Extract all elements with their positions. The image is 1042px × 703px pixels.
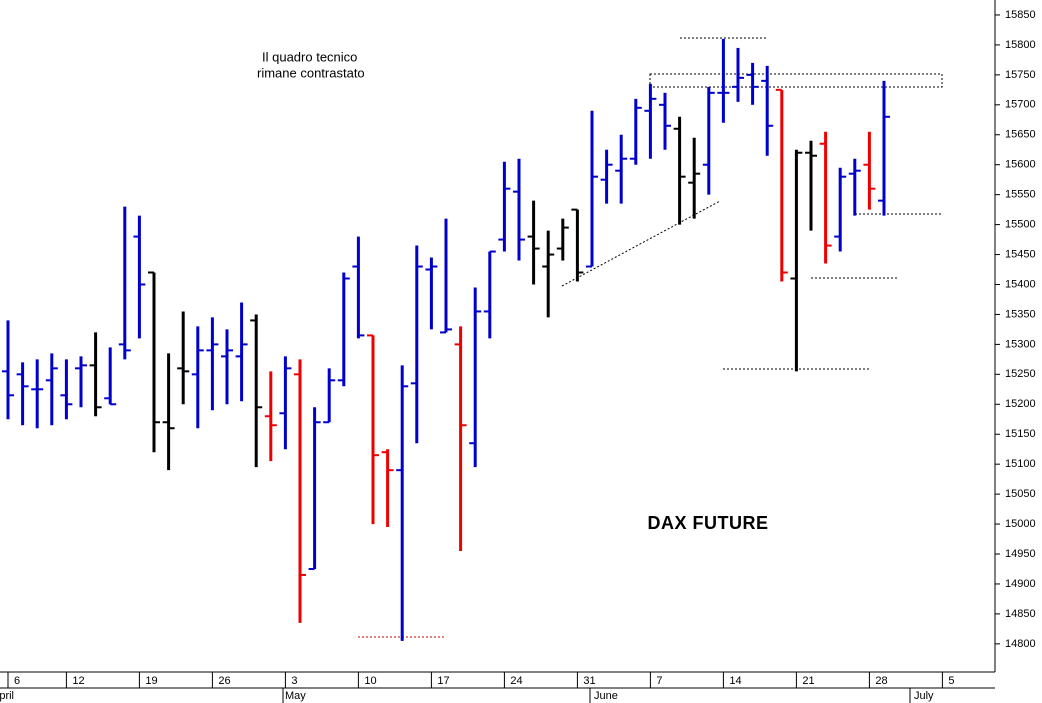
- x-tick-label: 28: [875, 675, 887, 687]
- y-tick-label: 15600: [1005, 159, 1036, 171]
- month-label: July: [914, 690, 934, 702]
- y-tick-label: 15250: [1005, 368, 1036, 380]
- resistance-band: [649, 73, 943, 88]
- y-tick-label: 15700: [1005, 99, 1036, 111]
- y-tick-label: 15500: [1005, 219, 1036, 231]
- y-tick-label: 15850: [1005, 9, 1036, 21]
- y-tick-label: 14800: [1005, 638, 1036, 650]
- x-tick-label: 3: [291, 675, 297, 687]
- y-tick-label: 15000: [1005, 518, 1036, 530]
- y-tick-label: 15200: [1005, 398, 1036, 410]
- y-tick-label: 15050: [1005, 488, 1036, 500]
- y-tick-label: 15100: [1005, 458, 1036, 470]
- x-tick-label: 10: [364, 675, 376, 687]
- x-tick-label: 17: [437, 675, 449, 687]
- x-tick-label: 5: [948, 675, 954, 687]
- x-tick-label: 31: [583, 675, 595, 687]
- y-tick-label: 15400: [1005, 278, 1036, 290]
- y-tick-label: 15750: [1005, 69, 1036, 81]
- y-tick-label: 14850: [1005, 608, 1036, 620]
- x-tick-label: 19: [145, 675, 157, 687]
- x-tick-label: 24: [510, 675, 522, 687]
- y-tick-label: 15650: [1005, 129, 1036, 141]
- x-tick-label: 21: [802, 675, 814, 687]
- y-tick-label: 15350: [1005, 308, 1036, 320]
- y-tick-label: 14900: [1005, 578, 1036, 590]
- y-tick-label: 14950: [1005, 548, 1036, 560]
- x-tick-label: 7: [656, 675, 662, 687]
- x-tick-label: 12: [72, 675, 84, 687]
- annotation: Il quadro tecnico: [262, 49, 357, 64]
- y-tick-label: 15450: [1005, 248, 1036, 260]
- y-tick-label: 15800: [1005, 39, 1036, 51]
- y-tick-label: 15150: [1005, 428, 1036, 440]
- x-tick-label: 6: [14, 675, 20, 687]
- month-label: June: [594, 690, 618, 702]
- annotation: rimane contrastato: [257, 65, 365, 80]
- x-tick-label: 26: [218, 675, 230, 687]
- x-tick-label: 14: [729, 675, 741, 687]
- y-tick-label: 15550: [1005, 189, 1036, 201]
- month-label: April: [0, 690, 14, 702]
- month-label: May: [285, 690, 306, 702]
- chart-title: DAX FUTURE: [648, 513, 769, 533]
- y-tick-label: 15300: [1005, 338, 1036, 350]
